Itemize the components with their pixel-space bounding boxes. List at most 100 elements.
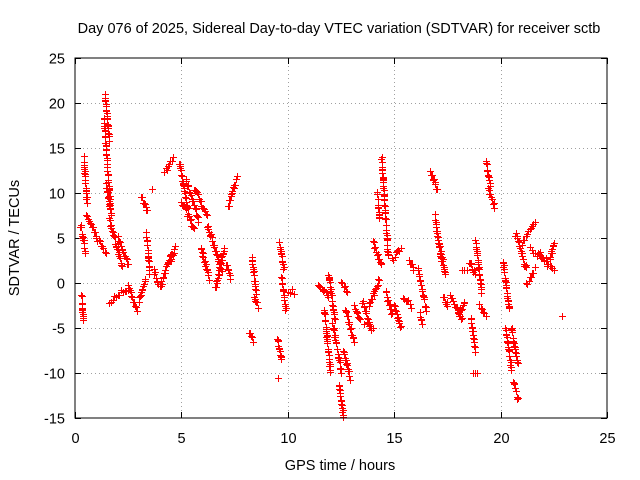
data-point [405,297,412,304]
data-point [419,288,426,295]
data-point [250,269,257,276]
data-point [344,289,351,296]
data-point [351,339,358,346]
data-point [227,197,234,204]
data-point [478,290,485,297]
data-point [183,176,190,183]
data-point [224,262,231,269]
data-point [384,298,391,305]
data-point [371,245,378,252]
data-point [354,310,361,317]
data-point [388,311,395,318]
data-point [511,381,518,388]
data-point [474,252,481,259]
y-tick-label: -5 [52,322,65,338]
data-point [340,348,347,355]
data-point [142,278,149,285]
data-point [486,174,493,181]
data-point [346,373,353,380]
data-point [322,311,329,318]
data-point [120,249,127,256]
data-point [369,296,376,303]
data-point [336,386,343,393]
data-point [480,309,487,316]
data-point [107,206,114,213]
data-point [324,340,331,347]
data-point [291,291,298,298]
data-point [228,191,235,198]
data-point [418,282,425,289]
data-point [484,161,491,168]
x-tick-label: 5 [177,431,185,447]
data-point [281,297,288,304]
data-point [160,275,167,282]
data-point [464,267,471,274]
data-point [415,267,422,274]
data-point [432,211,439,218]
data-point [453,304,460,311]
data-point [137,293,144,300]
data-point [142,201,149,208]
data-point [363,310,370,317]
data-point [502,278,509,285]
data-point [183,206,190,213]
data-point [81,164,88,171]
data-point [539,254,546,261]
data-point [143,234,150,241]
data-point [441,294,448,301]
x-tick-label: 10 [280,431,296,447]
data-point [164,167,171,174]
data-point [337,359,344,366]
data-point [375,276,382,283]
data-point [190,224,197,231]
data-point [374,252,381,259]
data-point [129,294,136,301]
data-point [521,237,528,244]
data-point [206,277,213,284]
data-point [322,318,329,325]
data-point [468,320,475,327]
data-point [375,282,382,289]
data-point [325,348,332,355]
data-point [202,208,209,215]
data-point [191,202,198,209]
data-point [178,199,185,206]
data-point [106,138,113,145]
data-point [287,290,294,297]
data-point [400,295,407,302]
data-point [214,252,221,259]
data-point [549,246,556,253]
data-point [338,370,345,377]
data-point [356,315,363,322]
data-point [532,264,539,271]
data-point [337,365,344,372]
data-point [330,326,337,333]
data-point [522,263,529,270]
data-point [470,335,477,342]
data-point [216,264,223,271]
data-point [380,183,387,190]
y-axis-label: SDTVAR / TECUs [7,180,23,296]
data-point [547,254,554,261]
data-point [78,224,85,231]
data-point [193,206,200,213]
data-point [82,180,89,187]
plot-frame [74,57,608,419]
data-point [468,261,475,268]
data-point [169,158,176,165]
data-point [392,307,399,314]
data-point [416,273,423,280]
data-point [118,262,125,269]
x-axis-label: GPS time / hours [285,458,395,474]
data-point [429,172,436,179]
data-point [484,168,491,175]
data-point [530,270,537,277]
data-point [108,225,115,232]
data-point [506,305,513,312]
data-point [418,316,425,323]
data-point [379,170,386,177]
data-point [145,257,152,264]
data-point [513,353,520,360]
data-point [103,107,110,114]
data-point [515,395,522,402]
